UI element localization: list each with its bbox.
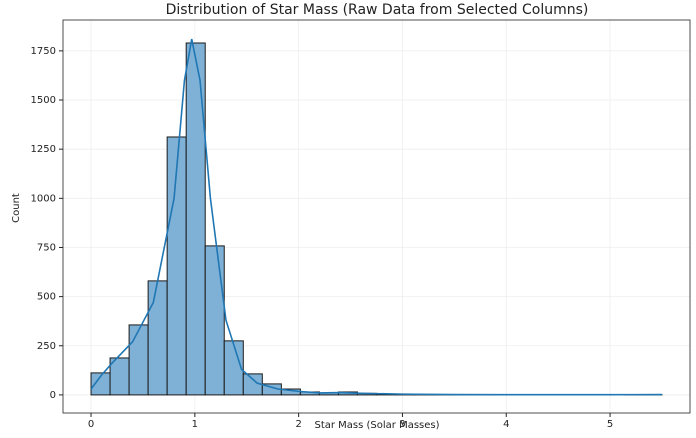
kde-line xyxy=(90,38,662,396)
x-tick-label: 5 xyxy=(607,419,613,430)
x-tick-label: 4 xyxy=(503,419,509,430)
y-tick-label: 0 xyxy=(50,390,56,401)
y-tick-label: 750 xyxy=(37,242,56,253)
y-tick-label: 1000 xyxy=(31,193,56,204)
y-tick-label: 1500 xyxy=(31,95,56,106)
bar xyxy=(109,357,130,396)
chart-title: Distribution of Star Mass (Raw Data from… xyxy=(166,2,589,18)
x-axis-label: Star Mass (Solar Masses) xyxy=(314,420,439,431)
y-tick-label: 1250 xyxy=(31,144,56,155)
y-tick-label: 500 xyxy=(37,292,56,303)
x-tick-label: 0 xyxy=(88,419,94,430)
plot-frame xyxy=(62,19,691,414)
bar xyxy=(185,42,206,396)
bar xyxy=(223,340,244,396)
bar xyxy=(147,280,168,396)
y-axis-label: Count xyxy=(11,193,22,223)
y-tick-label: 1750 xyxy=(31,46,56,57)
bar xyxy=(204,245,225,396)
x-tick-label: 1 xyxy=(192,419,198,430)
bar xyxy=(128,324,149,396)
x-tick-label: 3 xyxy=(399,419,405,430)
y-tick-label: 250 xyxy=(37,341,56,352)
x-tick-label: 2 xyxy=(295,419,301,430)
